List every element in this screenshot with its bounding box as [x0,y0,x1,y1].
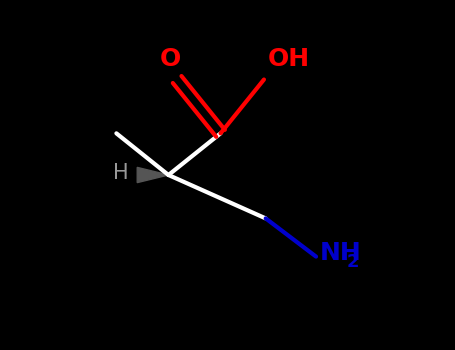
Text: H: H [113,163,129,183]
Text: 2: 2 [347,253,359,271]
Text: NH: NH [319,241,361,265]
Polygon shape [137,167,168,183]
Text: O: O [160,47,181,71]
Text: OH: OH [268,47,309,71]
